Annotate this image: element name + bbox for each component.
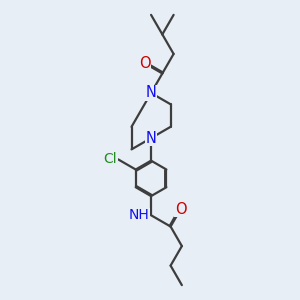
Text: O: O: [175, 202, 187, 217]
Text: O: O: [139, 56, 151, 70]
Text: N: N: [146, 130, 157, 146]
Text: NH: NH: [129, 208, 149, 222]
Text: N: N: [146, 85, 157, 100]
Text: Cl: Cl: [104, 152, 117, 167]
